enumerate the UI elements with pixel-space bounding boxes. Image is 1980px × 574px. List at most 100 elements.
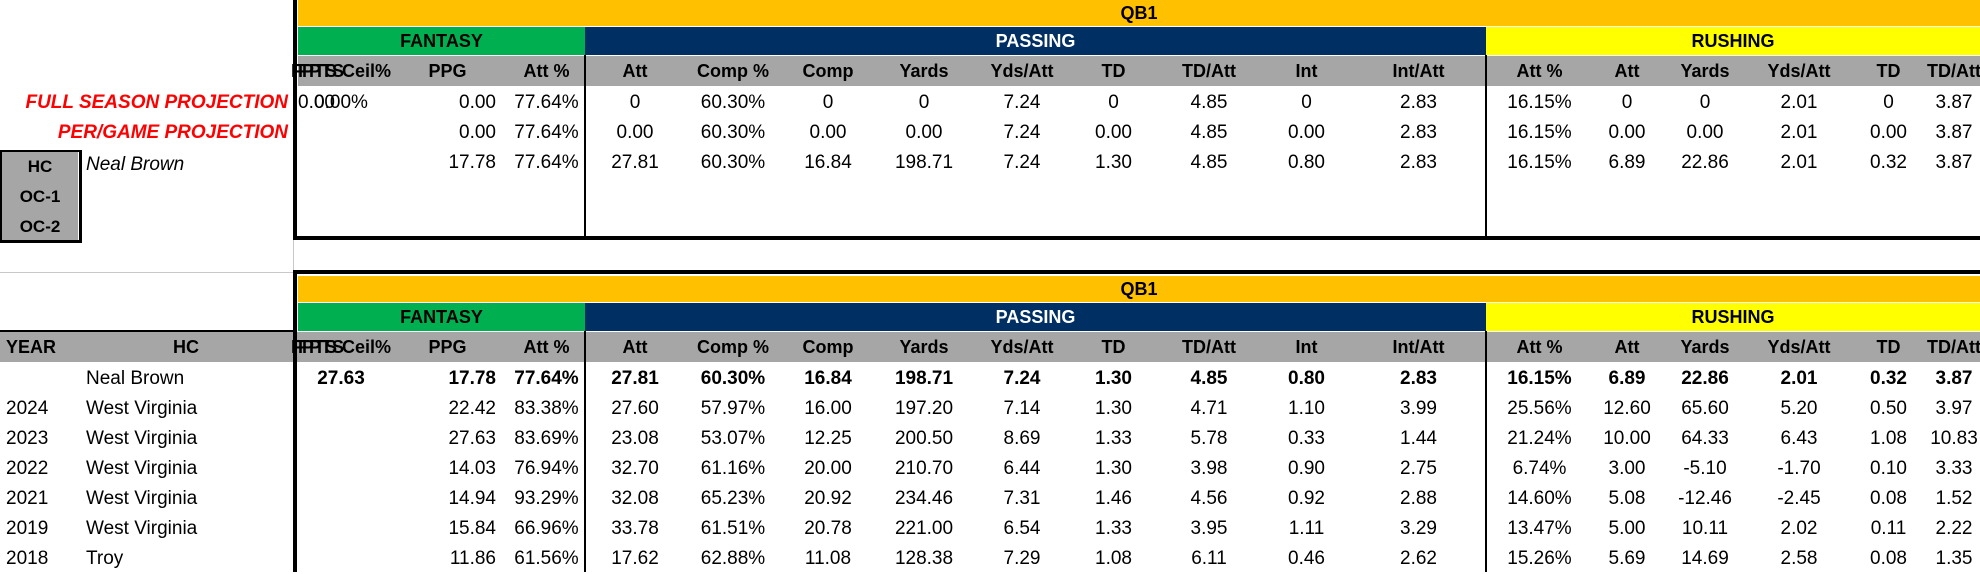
history-cell: 10.00: [1603, 428, 1651, 449]
history-year: [6, 364, 86, 394]
history-col-header: Comp: [802, 336, 854, 357]
history-rush-divider: [1485, 331, 1487, 572]
projection-col-header: TD/Att: [1182, 60, 1236, 81]
history-cell: 25.56%: [1507, 398, 1572, 419]
history-col-header: Yds/Att: [1767, 336, 1831, 357]
history-cell: 6.54: [1003, 518, 1041, 539]
spacer-line: [0, 272, 294, 273]
projection-cell: 4.85: [1190, 122, 1228, 143]
projection-cell: 60.30%: [700, 122, 766, 143]
history-cell: 14.03: [448, 458, 496, 479]
history-cell: 3.97: [1935, 398, 1973, 419]
history-cell: 27.63: [317, 368, 365, 389]
projection-cell: 6.89: [1608, 152, 1646, 173]
history-cell: 27.60: [611, 398, 659, 419]
coach-oc2-label: OC-2: [2, 212, 78, 242]
history-cell: 77.64%: [514, 368, 579, 389]
history-col-header: PPG: [428, 336, 467, 357]
history-cell: 4.56: [1190, 488, 1228, 509]
coach-box-left: [0, 150, 2, 243]
projection-col-header: TD: [1876, 60, 1901, 81]
projection-cell: 2.83: [1400, 122, 1437, 143]
history-cell: -12.46: [1678, 488, 1732, 509]
history-cell: 1.33: [1095, 518, 1132, 539]
projection-cell: 0.00: [1095, 122, 1132, 143]
history-col-header: Att %: [523, 336, 570, 357]
projection-cell: 0: [1108, 92, 1119, 113]
history-cell: [295, 394, 387, 424]
history-cell: 3.95: [1190, 518, 1228, 539]
history-cell: 20.00: [804, 458, 852, 479]
projection-col-header: FPTS Ceil%: [290, 60, 392, 81]
projection-cell: 7.24: [1003, 152, 1041, 173]
history-cell: -2.45: [1777, 488, 1821, 509]
history-top-border: [293, 270, 1980, 274]
projection-cell: 4.85: [1190, 92, 1228, 113]
history-cell: -1.70: [1777, 458, 1821, 479]
history-cell: 1.46: [1095, 488, 1132, 509]
projection-cell: 0.00%: [314, 92, 368, 113]
projection-cell: 0: [918, 92, 930, 113]
history-cell: 7.14: [1003, 398, 1041, 419]
coach-box-top: [0, 150, 82, 152]
history-cell: 0.08: [1870, 488, 1907, 509]
history-cell: 198.71: [894, 368, 954, 389]
projection-cell: 3.87: [1935, 92, 1973, 113]
projection-cell: 0: [1301, 92, 1312, 113]
history-cell: 4.85: [1190, 368, 1228, 389]
history-cell: 5.08: [1608, 488, 1646, 509]
history-cell: 3.87: [1935, 368, 1973, 389]
history-cell: 22.86: [1681, 368, 1729, 389]
projection-col-header: Yds/Att: [1767, 60, 1831, 81]
projection-cell: 0.80: [1288, 152, 1325, 173]
history-cell: 0.50: [1870, 398, 1907, 419]
projection-col-header: Int/Att: [1392, 60, 1445, 81]
history-col-header: FPTS Ceil%: [290, 336, 392, 357]
projection-cell: 0.00: [1288, 122, 1325, 143]
projection-cell: 27.81: [611, 152, 659, 173]
history-cell: 13.47%: [1507, 518, 1572, 539]
history-cell: 1.11: [1288, 518, 1325, 539]
projection-cell: 16.15%: [1507, 122, 1572, 143]
history-cell: 0.32: [1870, 368, 1907, 389]
history-cell: 7.24: [1003, 368, 1041, 389]
history-cell: 1.08: [1870, 428, 1907, 449]
coach-oc1-label: OC-1: [2, 182, 78, 212]
projection-col-header: Int: [1295, 60, 1318, 81]
history-col-header: Att: [1614, 336, 1640, 357]
projection-cell: 0.00: [298, 92, 335, 113]
projection-col-header: Att: [1614, 60, 1640, 81]
projection-cell: 77.64%: [514, 122, 579, 143]
coach-hc-label: HC: [2, 152, 78, 182]
history-year: 2023: [6, 428, 49, 449]
history-cell: 65.23%: [700, 488, 766, 509]
history-passing-band: PASSING: [585, 303, 1486, 331]
history-cell: 1.10: [1288, 398, 1325, 419]
history-cell: 12.25: [804, 428, 852, 449]
history-cell: 0.33: [1288, 428, 1325, 449]
history-cell: 83.38%: [514, 398, 579, 419]
history-cell: 15.84: [448, 518, 496, 539]
projection-cell: 0: [1621, 92, 1633, 113]
history-col-header: Int: [1295, 336, 1318, 357]
projection-col-header: Att %: [523, 60, 570, 81]
history-cell: 1.30: [1095, 458, 1132, 479]
projection-cell: 16.15%: [1507, 92, 1572, 113]
history-cell: 200.50: [894, 428, 954, 449]
projection-cell: 1.30: [1095, 152, 1132, 173]
projection-cell: 0: [1883, 92, 1894, 113]
history-col-header: Yards: [1680, 336, 1730, 357]
history-cell: 64.33: [1681, 428, 1729, 449]
history-cell: 2.01: [1780, 368, 1818, 389]
history-year: 2019: [6, 518, 49, 539]
history-cell: 62.88%: [700, 548, 766, 569]
history-header-row: [0, 332, 1980, 362]
history-cell: 3.33: [1935, 458, 1973, 479]
projection-col-header: TD: [1101, 60, 1126, 81]
history-cell: 11.86: [449, 548, 496, 569]
projection-cell: 7.24: [1003, 92, 1041, 113]
history-cell: 20.78: [804, 518, 852, 539]
history-cell: 128.38: [894, 548, 954, 569]
projection-fantasy-band: FANTASY: [298, 27, 585, 55]
history-team: West Virginia: [86, 488, 198, 509]
